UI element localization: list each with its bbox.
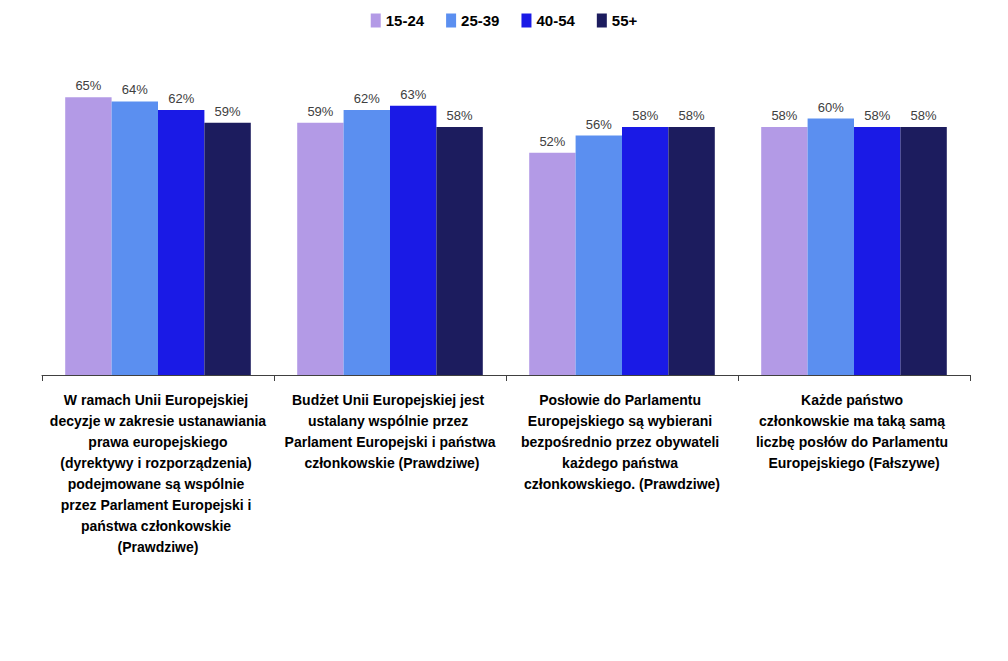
svg-text:59%: 59% [215, 104, 241, 119]
svg-text:członkowskie (Prawdziwe): członkowskie (Prawdziwe) [301, 455, 480, 471]
svg-text:58%: 58% [911, 108, 937, 123]
svg-text:liczbę posłów do Parlamentu: liczbę posłów do Parlamentu [756, 434, 952, 450]
svg-text:państwa członkowskie: państwa członkowskie [81, 518, 235, 534]
svg-text:52%: 52% [539, 134, 565, 149]
svg-text:55+: 55+ [612, 12, 638, 29]
svg-text:bezpośrednio przez obywateli: bezpośrednio przez obywateli [521, 434, 723, 450]
svg-text:56%: 56% [586, 117, 612, 132]
svg-text:(Prawdziwe): (Prawdziwe) [118, 539, 199, 555]
svg-text:65%: 65% [75, 78, 101, 93]
svg-text:Europejskiego są wybierani: Europejskiego są wybierani [528, 413, 716, 429]
svg-text:58%: 58% [632, 108, 658, 123]
svg-text:członkowskiego. (Prawdziwe): członkowskiego. (Prawdziwe) [524, 476, 720, 492]
svg-text:58%: 58% [771, 108, 797, 123]
svg-text:63%: 63% [400, 87, 426, 102]
svg-text:Posłowie do Parlamentu: Posłowie do Parlamentu [539, 392, 705, 408]
svg-text:25-39: 25-39 [461, 12, 499, 29]
svg-text:podejmowane są wspólnie: podejmowane są wspólnie [68, 476, 248, 492]
svg-text:(dyrektywy i rozporządzenia): (dyrektywy i rozporządzenia) [60, 455, 255, 471]
svg-text:40-54: 40-54 [536, 12, 575, 29]
svg-text:prawa europejskiego: prawa europejskiego [84, 434, 231, 450]
svg-text:58%: 58% [864, 108, 890, 123]
svg-text:60%: 60% [818, 100, 844, 115]
svg-text:przez Parlament Europejski i: przez Parlament Europejski i [61, 497, 256, 513]
svg-text:każdego państwa: każdego państwa [562, 455, 682, 471]
svg-text:64%: 64% [122, 82, 148, 97]
svg-text:członkowskie ma taką samą: członkowskie ma taką samą [759, 413, 949, 429]
svg-text:Budżet Unii Europejskiej jest: Budżet Unii Europejskiej jest [292, 392, 488, 408]
svg-text:decyzje w zakresie ustanawiani: decyzje w zakresie ustanawiania [50, 413, 267, 429]
svg-text:Parlament Europejski i państwa: Parlament Europejski i państwa [285, 434, 496, 450]
svg-text:ustalany wspólnie przez: ustalany wspólnie przez [308, 413, 472, 429]
svg-text:58%: 58% [679, 108, 705, 123]
svg-text:15-24: 15-24 [386, 12, 425, 29]
svg-text:Europejskiego (Fałszywe): Europejskiego (Fałszywe) [768, 455, 939, 471]
svg-text:59%: 59% [307, 104, 333, 119]
svg-text:58%: 58% [447, 108, 473, 123]
svg-text:62%: 62% [168, 91, 194, 106]
svg-text:62%: 62% [354, 91, 380, 106]
svg-text:W ramach Unii Europejskiej: W ramach Unii Europejskiej [64, 392, 252, 408]
svg-text:Każde państwo: Każde państwo [801, 392, 907, 408]
